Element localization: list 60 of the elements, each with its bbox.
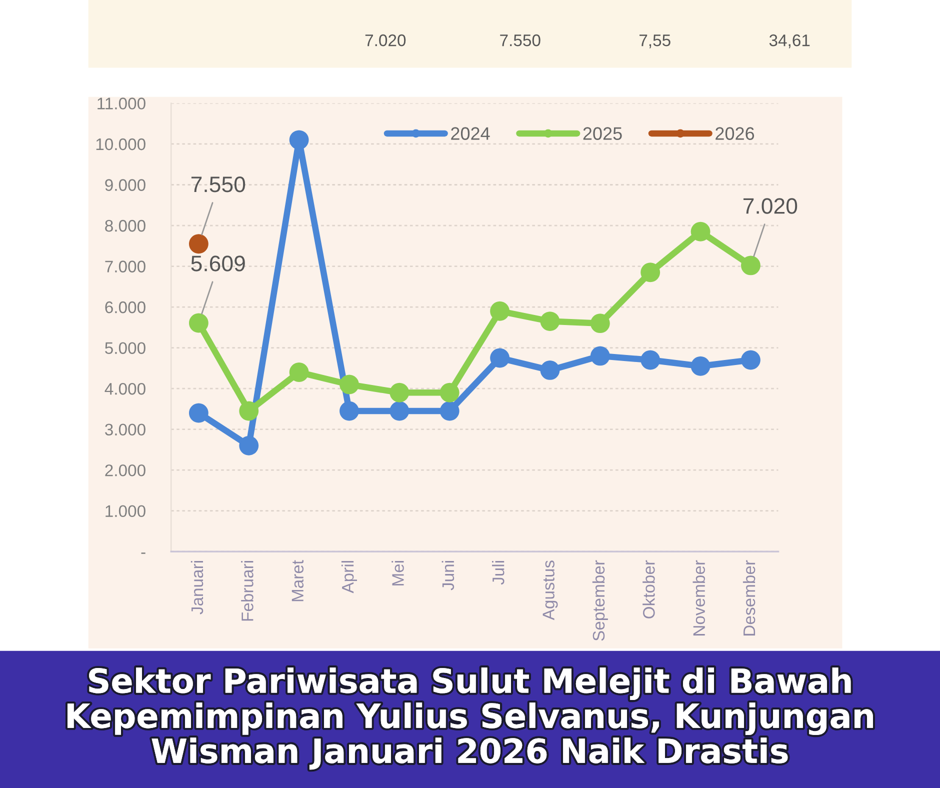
point bbox=[289, 362, 309, 382]
x-tick-label: Oktober bbox=[642, 560, 655, 618]
data-label: 7.020 bbox=[744, 198, 798, 214]
point bbox=[490, 301, 510, 321]
y-tick-label: 7.000 bbox=[105, 260, 146, 272]
y-tick-label: 9.000 bbox=[105, 179, 146, 191]
y-tick-label: 4.000 bbox=[104, 382, 146, 395]
y-tick-label: 2.000 bbox=[105, 464, 146, 476]
legend-label: 2026 bbox=[716, 127, 754, 140]
x-tick-label: Agustus bbox=[542, 560, 558, 620]
text: 7.020 bbox=[365, 34, 406, 46]
point bbox=[540, 312, 560, 332]
point bbox=[440, 401, 460, 421]
y-tick-label: 5.000 bbox=[105, 342, 146, 354]
point bbox=[340, 374, 359, 394]
point bbox=[239, 401, 259, 421]
text: Sektor Pariwisata Sulut Melejit di Bawah Kepemimpinan Yulius Selvanus, Kunjungan Wisman Januari 2026 Naik Drastis bbox=[68, 667, 873, 770]
y-tick-label: 10.000 bbox=[96, 138, 146, 150]
point bbox=[690, 356, 710, 376]
x-tick-label: Juli bbox=[492, 561, 504, 585]
y-tick-label: 11.000 bbox=[98, 98, 146, 110]
x-tick-label: April bbox=[341, 561, 358, 594]
point bbox=[590, 346, 610, 366]
point bbox=[540, 360, 560, 380]
text: 34,61 bbox=[769, 34, 810, 48]
x-tick-label: Juni bbox=[442, 561, 454, 590]
y-tick-label: - bbox=[141, 552, 146, 554]
legend-label: 2024 bbox=[451, 127, 490, 140]
x-tick-label: Desember bbox=[742, 560, 756, 636]
data-label: 7.550 bbox=[191, 176, 246, 192]
point bbox=[640, 350, 660, 370]
point bbox=[490, 348, 510, 368]
point bbox=[188, 234, 208, 254]
legend-label: 2025 bbox=[583, 127, 622, 140]
x-tick-label: Januari bbox=[190, 561, 204, 614]
x-tick-label: Maret bbox=[292, 560, 304, 602]
point bbox=[289, 130, 309, 150]
x-tick-label: Februari bbox=[241, 561, 254, 621]
point bbox=[640, 262, 660, 282]
x-tick-label: Mei bbox=[392, 561, 404, 586]
point bbox=[740, 256, 760, 276]
x-tick-label: September bbox=[592, 560, 608, 641]
data-label: 5.609 bbox=[191, 256, 245, 272]
text: 7,55 bbox=[640, 34, 670, 48]
point bbox=[590, 314, 610, 334]
point bbox=[390, 401, 410, 421]
point bbox=[340, 401, 359, 421]
y-tick-label: 8.000 bbox=[105, 220, 146, 232]
point bbox=[188, 403, 208, 423]
text: 7.550 bbox=[500, 34, 540, 46]
point bbox=[690, 222, 710, 242]
point bbox=[440, 382, 460, 402]
point bbox=[390, 382, 410, 402]
y-tick-label: 6.000 bbox=[105, 301, 146, 314]
y-tick-label: 1.000 bbox=[106, 505, 146, 518]
point bbox=[239, 436, 259, 456]
y-tick-label: 3.000 bbox=[105, 424, 146, 436]
point bbox=[188, 313, 208, 333]
point bbox=[740, 350, 760, 370]
x-tick-label: November bbox=[692, 560, 706, 636]
